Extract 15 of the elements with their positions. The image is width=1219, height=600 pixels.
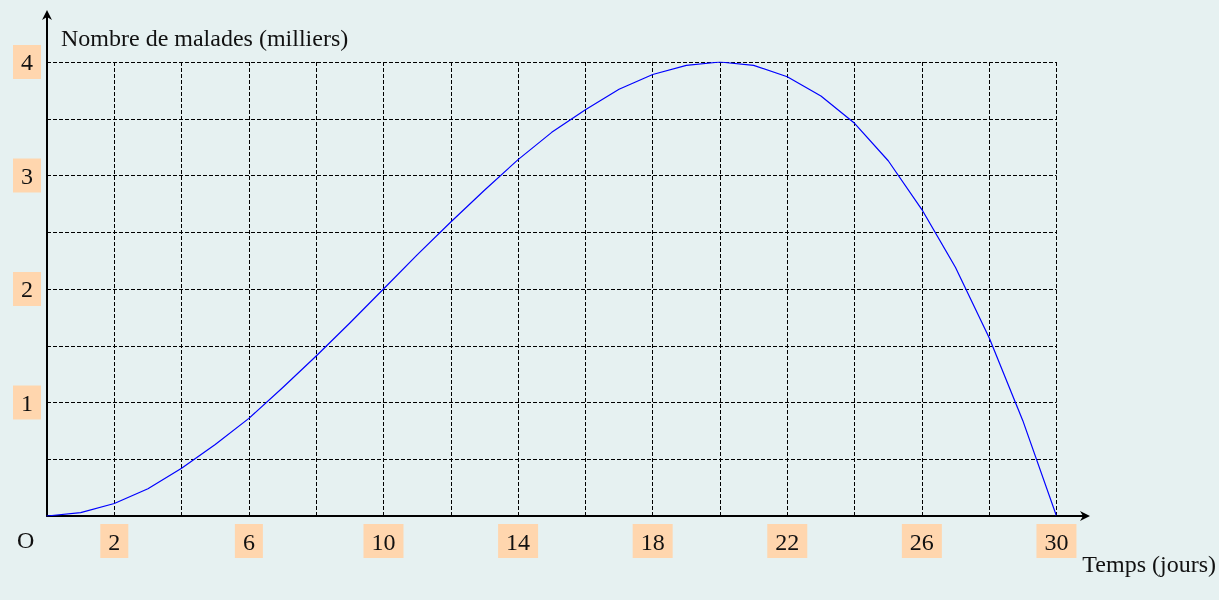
y-tick-label: 1 bbox=[21, 389, 33, 416]
x-axis-title: Temps (jours) bbox=[1082, 551, 1216, 577]
annotation: O bbox=[17, 527, 35, 553]
x-tick-label: 2 bbox=[108, 529, 121, 555]
x-tick-label: 26 bbox=[909, 529, 934, 555]
y-tick-label: 4 bbox=[21, 49, 33, 75]
y-tick-label: 3 bbox=[21, 162, 33, 189]
y-axis-title: Nombre de malades (milliers) bbox=[61, 25, 349, 51]
x-tick-label: 18 bbox=[640, 529, 665, 555]
x-tick-label: 22 bbox=[775, 529, 800, 555]
x-tick-label: 14 bbox=[506, 529, 531, 555]
x-tick-label: 10 bbox=[371, 529, 396, 555]
x-tick-label: 6 bbox=[242, 529, 255, 555]
y-tick-label: 2 bbox=[21, 276, 33, 302]
x-tick-label: 30 bbox=[1044, 529, 1069, 555]
